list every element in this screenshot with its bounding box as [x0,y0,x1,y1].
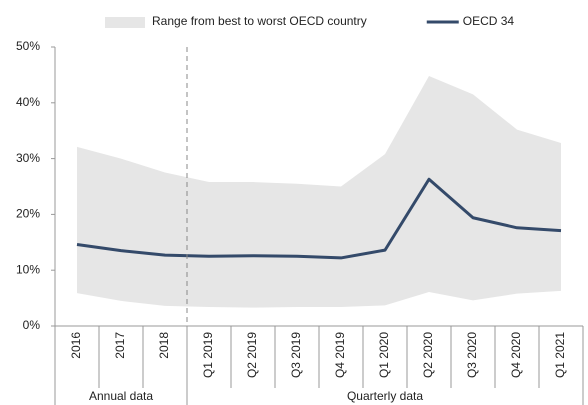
x-tick-label: 2016 [69,332,83,359]
group-label: Quarterly data [347,389,423,403]
x-tick-label: Q1 2020 [377,332,391,378]
line [76,177,562,260]
x-tick-label: Q2 2019 [245,332,259,378]
x-tick-label: Q3 2020 [465,332,479,378]
y-tick-label: 0% [23,318,41,332]
y-tick-label: 50% [16,39,40,53]
x-tick-label: Q4 2020 [509,332,523,378]
x-tick-label: Q3 2019 [289,332,303,378]
y-tick-label: 40% [16,95,40,109]
y-tick-label: 20% [16,207,40,221]
x-tick-label: Q1 2021 [553,332,567,378]
x-tick-label: 2017 [113,332,127,359]
legend-label: OECD 34 [463,14,515,28]
legend-label: Range from best to worst OECD country [152,14,367,28]
x-tick-label: Q2 2020 [421,332,435,378]
group-label: Annual data [89,389,153,403]
legend-swatch [105,17,145,28]
y-tick-label: 10% [16,262,40,276]
x-tick-label: Q1 2019 [201,332,215,378]
range-area [77,76,561,308]
x-tick-label: 2018 [157,332,171,359]
x-tick-label: Q4 2019 [333,332,347,378]
y-tick-label: 30% [16,151,40,165]
